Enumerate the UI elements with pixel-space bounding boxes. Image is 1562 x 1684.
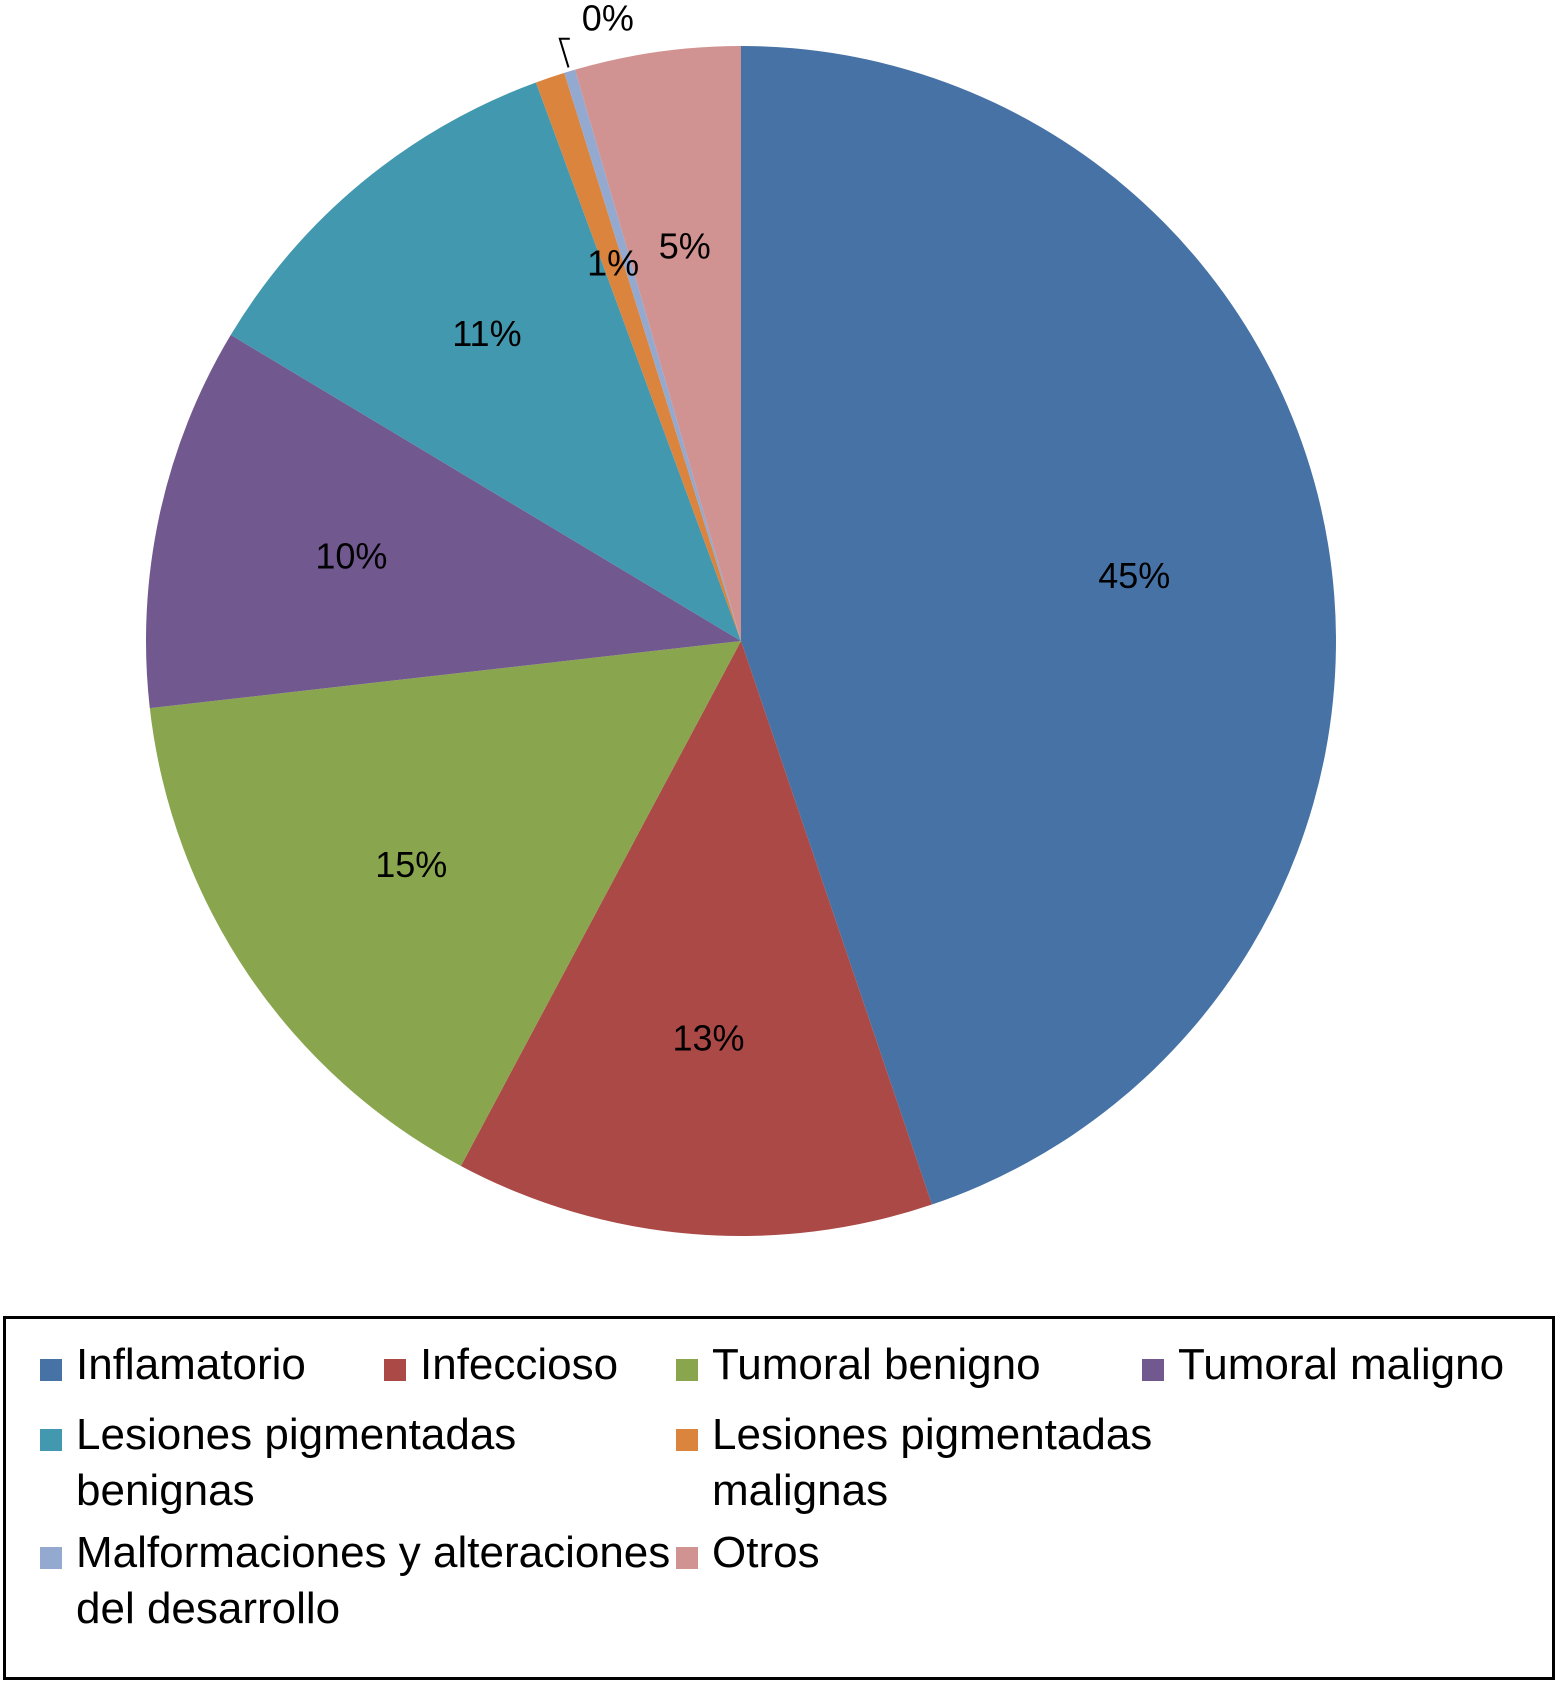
slice-inflamatorio	[741, 46, 1336, 1205]
slice-tumoral-maligno	[145, 334, 742, 709]
slice-label-tumoral-benigno: 15%	[375, 844, 447, 885]
legend-item-tumoral-benigno: Tumoral benigno	[676, 1337, 1086, 1393]
legend-item-malformaciones: Malformaciones y alteraciones del desarr…	[40, 1525, 680, 1637]
legend-label-malformaciones: Malformaciones y alteraciones del desarr…	[76, 1528, 671, 1633]
legend-item-inflamatorio: Inflamatorio	[40, 1337, 360, 1393]
slice-label-lesiones-pigmentadas-malignas: 1%	[587, 242, 639, 283]
legend-label-lesiones-pigmentadas-malignas: Lesiones pigmentadas malignas	[712, 1410, 1153, 1515]
slice-infeccioso	[460, 641, 932, 1236]
slice-label-lesiones-pigmentadas-benignas: 11%	[452, 313, 521, 354]
slice-label-inflamatorio: 45%	[1098, 555, 1170, 596]
pie-slices	[145, 46, 1336, 1236]
slice-label-malformaciones-y-alteraciones-del-desarrollo: 0%	[582, 0, 634, 39]
slice-tumoral-benigno	[149, 641, 742, 1166]
legend-item-lesiones-pigmentadas-malignas: Lesiones pigmentadas malignas	[676, 1407, 1236, 1519]
legend-item-tumoral-maligno: Tumoral maligno	[1142, 1337, 1554, 1393]
slice-malformaciones-y-alteraciones-del-desarrollo	[564, 69, 741, 641]
slice-otros	[575, 46, 741, 641]
legend: Inflamatorio Infeccioso Tumoral benigno …	[3, 1316, 1555, 1680]
slice-label-otros: 5%	[659, 225, 711, 266]
legend-swatch-infeccioso	[384, 1359, 406, 1381]
slice-label-infeccioso: 13%	[672, 1017, 744, 1058]
slice-labels: 45% 13% 15% 10% 11% 1% 0% 5%	[315, 0, 1170, 1058]
legend-item-otros: Otros	[676, 1525, 976, 1581]
legend-label-infeccioso: Infeccioso	[420, 1340, 619, 1389]
legend-label-otros: Otros	[712, 1528, 820, 1577]
slice-lesiones-pigmentadas-malignas	[535, 72, 741, 642]
legend-swatch-otros	[676, 1547, 698, 1569]
legend-swatch-inflamatorio	[40, 1359, 62, 1381]
legend-label-inflamatorio: Inflamatorio	[76, 1340, 306, 1389]
leader-line-malformaciones-y-alteraciones-del-desarrollo	[558, 37, 570, 68]
leader-lines	[558, 37, 570, 68]
legend-swatch-lesiones-pigmentadas-malignas	[676, 1429, 698, 1451]
legend-swatch-lesiones-pigmentadas-benignas	[40, 1429, 62, 1451]
legend-item-infeccioso: Infeccioso	[384, 1337, 664, 1393]
slice-label-tumoral-maligno: 10%	[315, 536, 387, 577]
legend-label-lesiones-pigmentadas-benignas: Lesiones pigmentadas benignas	[76, 1410, 517, 1515]
slice-lesiones-pigmentadas-benignas	[230, 82, 741, 641]
legend-swatch-malformaciones	[40, 1547, 62, 1569]
legend-swatch-tumoral-benigno	[676, 1359, 698, 1381]
legend-swatch-tumoral-maligno	[1142, 1359, 1164, 1381]
legend-label-tumoral-maligno: Tumoral maligno	[1178, 1340, 1505, 1389]
pie-chart: 45% 13% 15% 10% 11% 1% 0% 5%	[145, 0, 1336, 1236]
legend-label-tumoral-benigno: Tumoral benigno	[712, 1340, 1041, 1389]
legend-item-lesiones-pigmentadas-benignas: Lesiones pigmentadas benignas	[40, 1407, 600, 1519]
